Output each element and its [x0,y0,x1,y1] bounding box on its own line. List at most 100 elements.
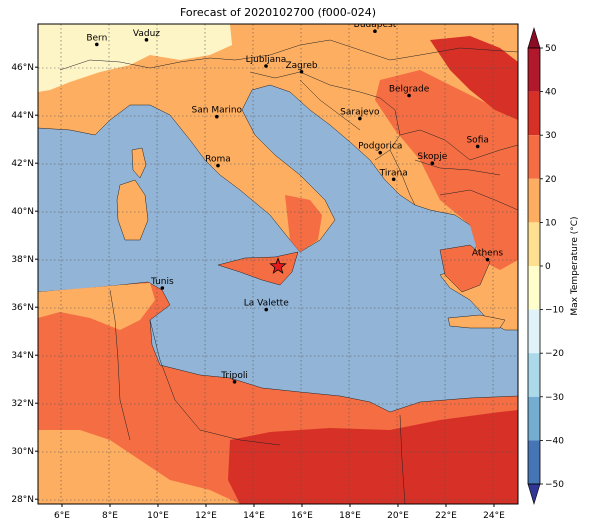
colorbar-tick-label: −40 [545,436,564,446]
city-dot [430,161,435,165]
city-label: La Valette [244,299,289,309]
colorbar-band [528,266,540,310]
city-dot [232,380,237,384]
colorbar-band [528,440,540,484]
city-label: Sofia [466,135,488,145]
colorbar-tick-label: 10 [545,218,557,228]
city-label: Podgorica [358,142,402,152]
colorbar-band [528,353,540,397]
colorbar-band [528,222,540,266]
city-label: Ljubljana [246,55,287,65]
colorbar-tick-label: 50 [545,44,557,54]
colorbar-extend-bottom [527,483,541,506]
lat-tick-label: 28°N [11,495,34,505]
lon-tick-label: 24°E [483,511,505,521]
colorbar-tick-label: 40 [545,88,557,98]
city-label: Tripoli [220,371,248,381]
colorbar: 50 40 30 20 10 0 −10 −20 −30 −40 −50 [527,26,564,506]
city-label: Tunis [150,277,174,287]
city-label: Athens [472,249,503,259]
colorbar-tick-label: −20 [545,349,564,359]
colorbar-tick-label: 0 [545,262,551,272]
lat-tick-label: 46°N [11,63,34,73]
colorbar-band [528,178,540,223]
city-dot [475,144,480,149]
colorbar-extend-top [527,26,541,49]
city-label: Bern [86,33,107,43]
colorbar-tick-label: 20 [545,175,557,185]
colorbar-tick-label: −30 [545,393,564,403]
city-dot [373,29,377,33]
city-dot [216,163,220,168]
city-label: Sarajevo [340,108,380,118]
city-dot [391,177,396,182]
city-label: Vaduz [133,29,160,39]
land-hot-greece [430,36,518,120]
colorbar-band [528,48,540,92]
land-warm-balkans [375,70,518,270]
land-africa-hot [228,410,518,504]
city-dot [215,114,219,119]
marker-layer [269,257,287,274]
colorbar-band [528,91,540,136]
lat-tick-label: 42°N [11,159,34,169]
city-dot [264,307,269,312]
city-dot [144,38,149,42]
lon-tick-label: 12°E [195,511,217,521]
city-dot [95,42,99,47]
map-title: Forecast of 2020102700 (f000-024) [179,6,377,19]
map-frame [37,23,519,505]
colorbar-band [528,309,540,354]
city-dot [358,116,362,121]
lon-tick-label: 10°E [147,511,169,521]
city-label: San Marino [192,106,243,116]
city-dot [407,93,411,98]
lat-tick-labels: 46°N 44°N 42°N 40°N 38°N 36°N 34°N 32°N 30°N 28°N [11,63,38,505]
colorbar-band [528,135,540,179]
city-dot [264,64,268,68]
lat-tick-label: 32°N [11,399,34,409]
land-alps-cool [38,24,232,92]
land-crete [447,314,506,329]
city-dot [160,286,165,290]
lon-tick-label: 18°E [339,511,361,521]
colorbar-label: Max Temperature (°C) [570,216,580,315]
land-corsica [131,147,147,179]
city-label: Belgrade [389,85,430,95]
lon-tick-labels: 6°E 8°E 10°E 12°E 14°E 16°E 18°E 20°E 22°E 24°E [54,504,505,521]
lat-tick-label: 44°N [11,111,34,121]
land-africa-mild [38,283,155,330]
lon-tick-label: 16°E [291,511,313,521]
city-label: Skopje [417,152,447,162]
city-label: Roma [205,155,231,165]
lat-tick-label: 34°N [11,351,34,361]
land-warm-italy-south [285,195,322,252]
colorbar-tick-label: −10 [545,306,564,316]
graticule [38,24,518,504]
star-marker [269,257,287,274]
colorbar-tick-label: −50 [545,480,564,490]
lat-tick-label: 30°N [11,447,34,457]
lat-tick-label: 38°N [11,255,34,265]
city-label: Budapest [354,20,397,30]
colorbar-tick-label: 30 [545,131,557,141]
city-label: Tirana [379,168,408,178]
lat-tick-label: 36°N [11,303,34,313]
lon-tick-label: 20°E [387,511,409,521]
lon-tick-label: 14°E [243,511,265,521]
lon-tick-label: 22°E [435,511,457,521]
land-africa-mild-south [38,430,240,504]
lon-tick-label: 8°E [102,511,118,521]
city-dot [299,69,304,74]
colorbar-band [528,396,540,441]
city-dot [485,257,490,262]
land-peloponnese [439,244,491,293]
lon-tick-label: 6°E [54,511,70,521]
land-sardinia [116,179,149,241]
city-dot [378,150,383,155]
lat-tick-label: 40°N [11,207,34,217]
city-label: Zagreb [285,61,317,71]
